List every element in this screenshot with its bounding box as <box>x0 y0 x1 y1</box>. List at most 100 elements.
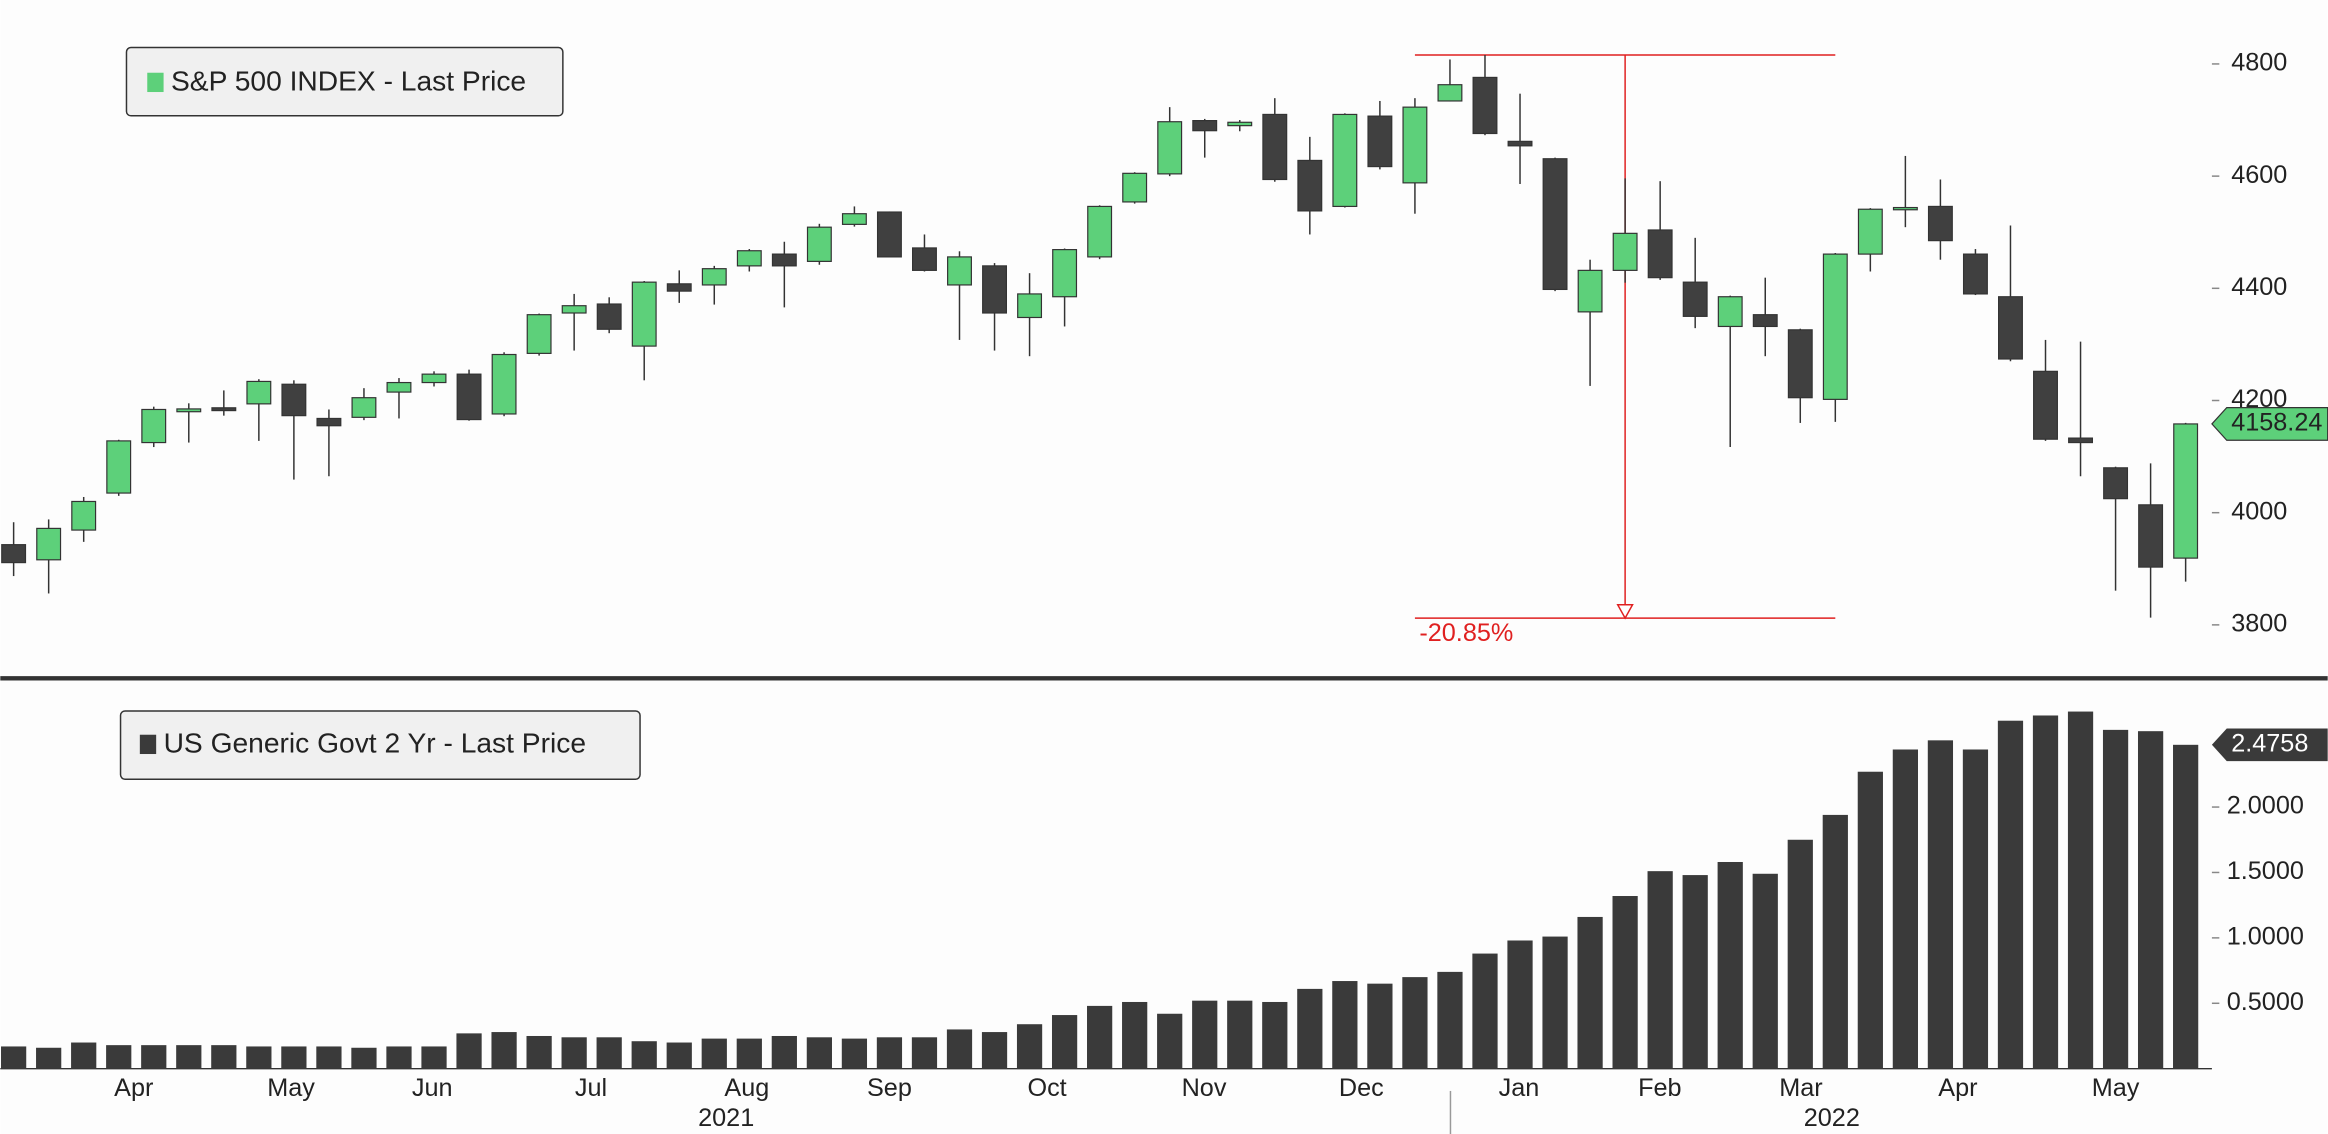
x-tick-label: Jun <box>412 1074 453 1102</box>
y-tick-label: 1.0000 <box>2227 923 2304 951</box>
bar <box>701 1038 727 1069</box>
candle-body <box>912 247 937 271</box>
candle-body <box>71 500 97 531</box>
candle-body <box>1577 269 1603 313</box>
x-tick-label: Nov <box>1182 1074 1227 1102</box>
candle-body <box>841 213 867 225</box>
bar <box>1717 861 1743 1069</box>
candle-body <box>1227 121 1253 127</box>
bar <box>841 1038 868 1069</box>
candle-body <box>2103 467 2129 500</box>
legend-box <box>125 46 564 117</box>
bar <box>1612 896 1638 1069</box>
x-tick-label: Oct <box>1027 1074 1066 1102</box>
candle-body <box>876 211 902 258</box>
bar <box>771 1035 797 1069</box>
bar <box>316 1046 342 1069</box>
candle-body <box>1612 232 1638 271</box>
bar <box>176 1045 202 1069</box>
bar <box>1472 953 1498 1069</box>
candle-body <box>1787 329 1813 399</box>
bar <box>666 1042 692 1069</box>
legend-swatch <box>139 734 157 755</box>
candle-body <box>1157 121 1183 175</box>
candle-body <box>2173 423 2199 559</box>
candle-body <box>1087 205 1113 258</box>
bar <box>1997 720 2024 1069</box>
x-tick-label: Apr <box>114 1074 153 1102</box>
bar <box>2102 729 2129 1069</box>
bar <box>2173 744 2199 1069</box>
candle-body <box>491 353 517 415</box>
legend-label: US Generic Govt 2 Yr - Last Price <box>164 727 586 759</box>
bar <box>71 1042 97 1069</box>
candle-body <box>211 407 237 412</box>
candle-body <box>281 383 307 417</box>
candle-body <box>561 305 587 314</box>
arrow-head <box>1616 604 1634 620</box>
last-value-tag <box>2211 728 2328 762</box>
year-label: 2021 <box>698 1104 754 1132</box>
bar <box>1822 814 1848 1069</box>
candle-body <box>1052 249 1078 298</box>
candle-body <box>1647 229 1673 279</box>
x-tick-label: Feb <box>1638 1074 1681 1102</box>
bar <box>1752 873 1778 1069</box>
candle-body <box>666 283 692 292</box>
x-tick-label: Mar <box>1779 1074 1822 1102</box>
bar <box>491 1032 517 1069</box>
bar <box>876 1037 903 1069</box>
candle-body <box>771 253 797 267</box>
bar <box>736 1038 762 1069</box>
year-label: 2022 <box>1804 1104 1860 1132</box>
candle-body <box>631 281 657 347</box>
bar <box>981 1032 1008 1069</box>
bar <box>1857 771 1883 1069</box>
bar <box>1577 916 1603 1069</box>
last-price-label: 4158.24 <box>2231 409 2322 437</box>
candle-body <box>176 408 202 413</box>
candle-body <box>421 373 447 384</box>
legend-box <box>119 710 641 780</box>
bar <box>106 1045 132 1069</box>
candle-body <box>456 373 482 421</box>
x-tick-label: Jul <box>575 1074 607 1102</box>
bar <box>561 1037 587 1069</box>
candle-body <box>1822 253 1848 400</box>
bar <box>946 1029 973 1069</box>
candle-body <box>982 265 1008 314</box>
y-tick-label: 4400 <box>2231 273 2287 301</box>
bar <box>2032 715 2059 1069</box>
x-tick-label: May <box>267 1074 315 1102</box>
bar <box>1542 936 1568 1069</box>
bar <box>1262 1001 1288 1069</box>
bar <box>456 1033 482 1069</box>
bar <box>526 1035 552 1069</box>
candle-body <box>1437 84 1463 102</box>
bar <box>1367 983 1393 1069</box>
candle-body <box>2033 370 2058 440</box>
bar <box>246 1046 272 1069</box>
bar <box>1507 940 1533 1069</box>
candle-body <box>2068 437 2094 444</box>
bar <box>1051 1015 1078 1069</box>
x-tick-label: Dec <box>1339 1074 1384 1102</box>
bar <box>631 1041 657 1069</box>
candle-body <box>947 256 972 286</box>
last-value-label: 2.4758 <box>2231 729 2308 757</box>
bar <box>2067 711 2094 1069</box>
bar <box>351 1047 377 1069</box>
x-tick-label: Aug <box>724 1074 769 1102</box>
y-tick-label: 0.5000 <box>2227 988 2304 1016</box>
x-tick-label: Sep <box>867 1074 912 1102</box>
bar <box>141 1045 167 1069</box>
candle-body <box>1122 172 1148 203</box>
bar <box>911 1037 938 1069</box>
bar <box>1647 871 1673 1069</box>
bar <box>1437 971 1463 1069</box>
candle-body <box>316 417 342 427</box>
candle-body <box>596 303 622 330</box>
y-tick-label: 4600 <box>2231 161 2287 189</box>
y-tick-label: 2.0000 <box>2227 792 2304 820</box>
